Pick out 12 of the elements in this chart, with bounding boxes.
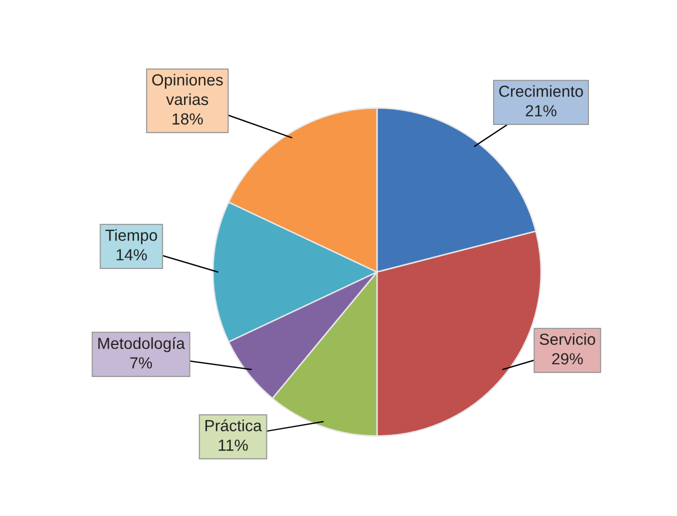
slice-label: Opiniones varias [152, 74, 223, 106]
data-label: 21% [526, 105, 556, 116]
data-label: 18% [172, 113, 203, 125]
data-label: 7% [130, 357, 152, 368]
slice-label: Tiempo [105, 229, 158, 244]
slice-label: Práctica [205, 419, 262, 432]
data-label: 11% [218, 440, 248, 451]
slice-label: Metodología [98, 337, 185, 352]
data-label: 29% [552, 353, 583, 364]
data-label: 14% [116, 249, 147, 260]
slice-label: Crecimiento [499, 85, 583, 97]
slice-label: Servicio [540, 333, 596, 345]
